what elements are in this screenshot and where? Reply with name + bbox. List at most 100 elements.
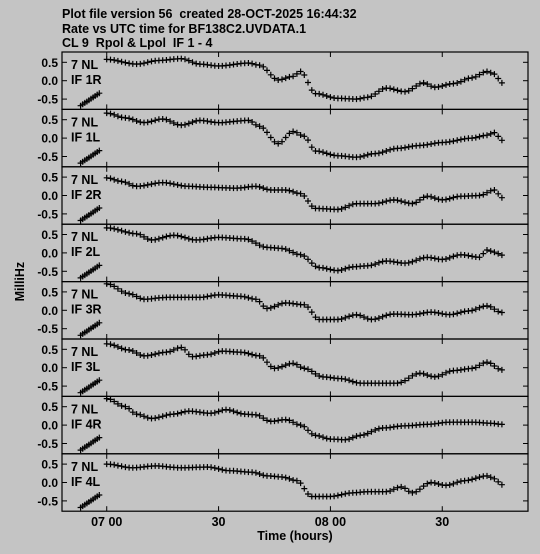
data-point xyxy=(446,195,453,202)
data-point xyxy=(428,193,435,200)
data-point xyxy=(484,68,490,75)
data-point xyxy=(114,462,121,469)
data-point xyxy=(428,141,435,147)
data-point xyxy=(252,121,259,128)
data-point xyxy=(256,352,263,359)
data-point xyxy=(114,113,121,120)
data-point xyxy=(383,148,390,154)
data-point xyxy=(498,421,505,428)
data-point xyxy=(409,200,416,207)
data-point xyxy=(260,415,267,422)
data-point xyxy=(491,187,498,193)
data-point xyxy=(416,486,423,493)
data-point xyxy=(141,182,147,189)
data-point xyxy=(308,260,315,267)
data-point xyxy=(476,474,483,481)
data-point xyxy=(342,204,349,211)
data-point xyxy=(469,476,476,483)
data-point xyxy=(144,119,151,126)
data-point xyxy=(96,377,103,384)
y-tick-label: -0.5 xyxy=(37,437,58,451)
data-point xyxy=(476,133,483,140)
data-point xyxy=(215,408,222,415)
data-point xyxy=(204,118,211,125)
data-point xyxy=(323,93,330,99)
data-point xyxy=(293,70,300,77)
data-point xyxy=(476,71,483,78)
data-point xyxy=(443,369,449,376)
data-point xyxy=(398,198,405,205)
data-point xyxy=(334,492,341,499)
data-point xyxy=(189,59,196,66)
data-point xyxy=(107,281,114,288)
data-point xyxy=(182,56,188,63)
data-point xyxy=(375,259,382,266)
header-line-cl: CL 9 Rpol & Lpol IF 1 - 4 xyxy=(62,36,213,50)
data-point xyxy=(297,251,304,258)
data-point xyxy=(293,129,300,136)
data-point xyxy=(129,291,136,298)
data-point xyxy=(286,247,293,254)
data-point xyxy=(178,233,185,240)
data-point xyxy=(431,373,438,380)
data-point xyxy=(316,90,323,97)
data-point xyxy=(107,341,114,348)
data-point xyxy=(495,365,502,372)
data-point xyxy=(420,483,427,490)
data-point xyxy=(252,469,259,476)
data-point xyxy=(260,185,267,192)
data-point xyxy=(372,427,379,433)
data-point xyxy=(484,472,490,479)
data-point xyxy=(413,488,420,495)
data-point xyxy=(424,81,431,88)
y-tick-label: 0.5 xyxy=(41,113,58,127)
data-point xyxy=(491,363,498,369)
data-point xyxy=(480,250,487,257)
data-point xyxy=(491,475,498,482)
data-point xyxy=(141,60,147,67)
data-point xyxy=(495,308,502,315)
data-point xyxy=(495,478,502,485)
data-point xyxy=(323,150,330,157)
station-label: 7 NL xyxy=(71,345,98,359)
y-tick-label: -0.5 xyxy=(37,207,58,221)
data-point xyxy=(282,246,289,253)
data-point xyxy=(487,303,494,310)
data-point xyxy=(249,351,256,358)
data-point xyxy=(346,377,353,384)
station-label: 7 NL xyxy=(71,460,98,474)
data-point xyxy=(129,182,136,189)
data-point xyxy=(405,488,412,495)
data-point xyxy=(469,307,476,314)
data-point xyxy=(122,59,129,66)
data-point xyxy=(469,365,476,372)
data-point xyxy=(390,486,397,493)
data-point xyxy=(170,181,177,188)
data-point xyxy=(416,196,423,203)
data-point xyxy=(114,226,121,233)
data-point xyxy=(256,123,263,130)
data-point xyxy=(126,229,133,236)
data-point xyxy=(487,248,494,255)
data-point xyxy=(211,465,218,471)
data-point xyxy=(282,474,289,481)
data-point xyxy=(349,434,356,441)
data-point xyxy=(279,76,285,83)
data-point xyxy=(491,249,498,256)
data-point xyxy=(454,80,461,86)
data-point xyxy=(290,360,297,367)
data-point xyxy=(96,319,103,326)
data-point xyxy=(320,264,326,271)
data-point xyxy=(420,370,427,377)
data-point xyxy=(450,138,457,145)
panel-frame xyxy=(61,51,529,111)
data-point xyxy=(249,60,256,67)
data-point xyxy=(208,464,215,471)
data-point xyxy=(208,292,215,299)
data-point xyxy=(402,144,408,151)
data-point xyxy=(327,94,334,101)
data-point xyxy=(495,75,502,82)
data-point xyxy=(137,352,144,358)
data-point xyxy=(424,480,431,487)
data-point xyxy=(472,364,479,371)
